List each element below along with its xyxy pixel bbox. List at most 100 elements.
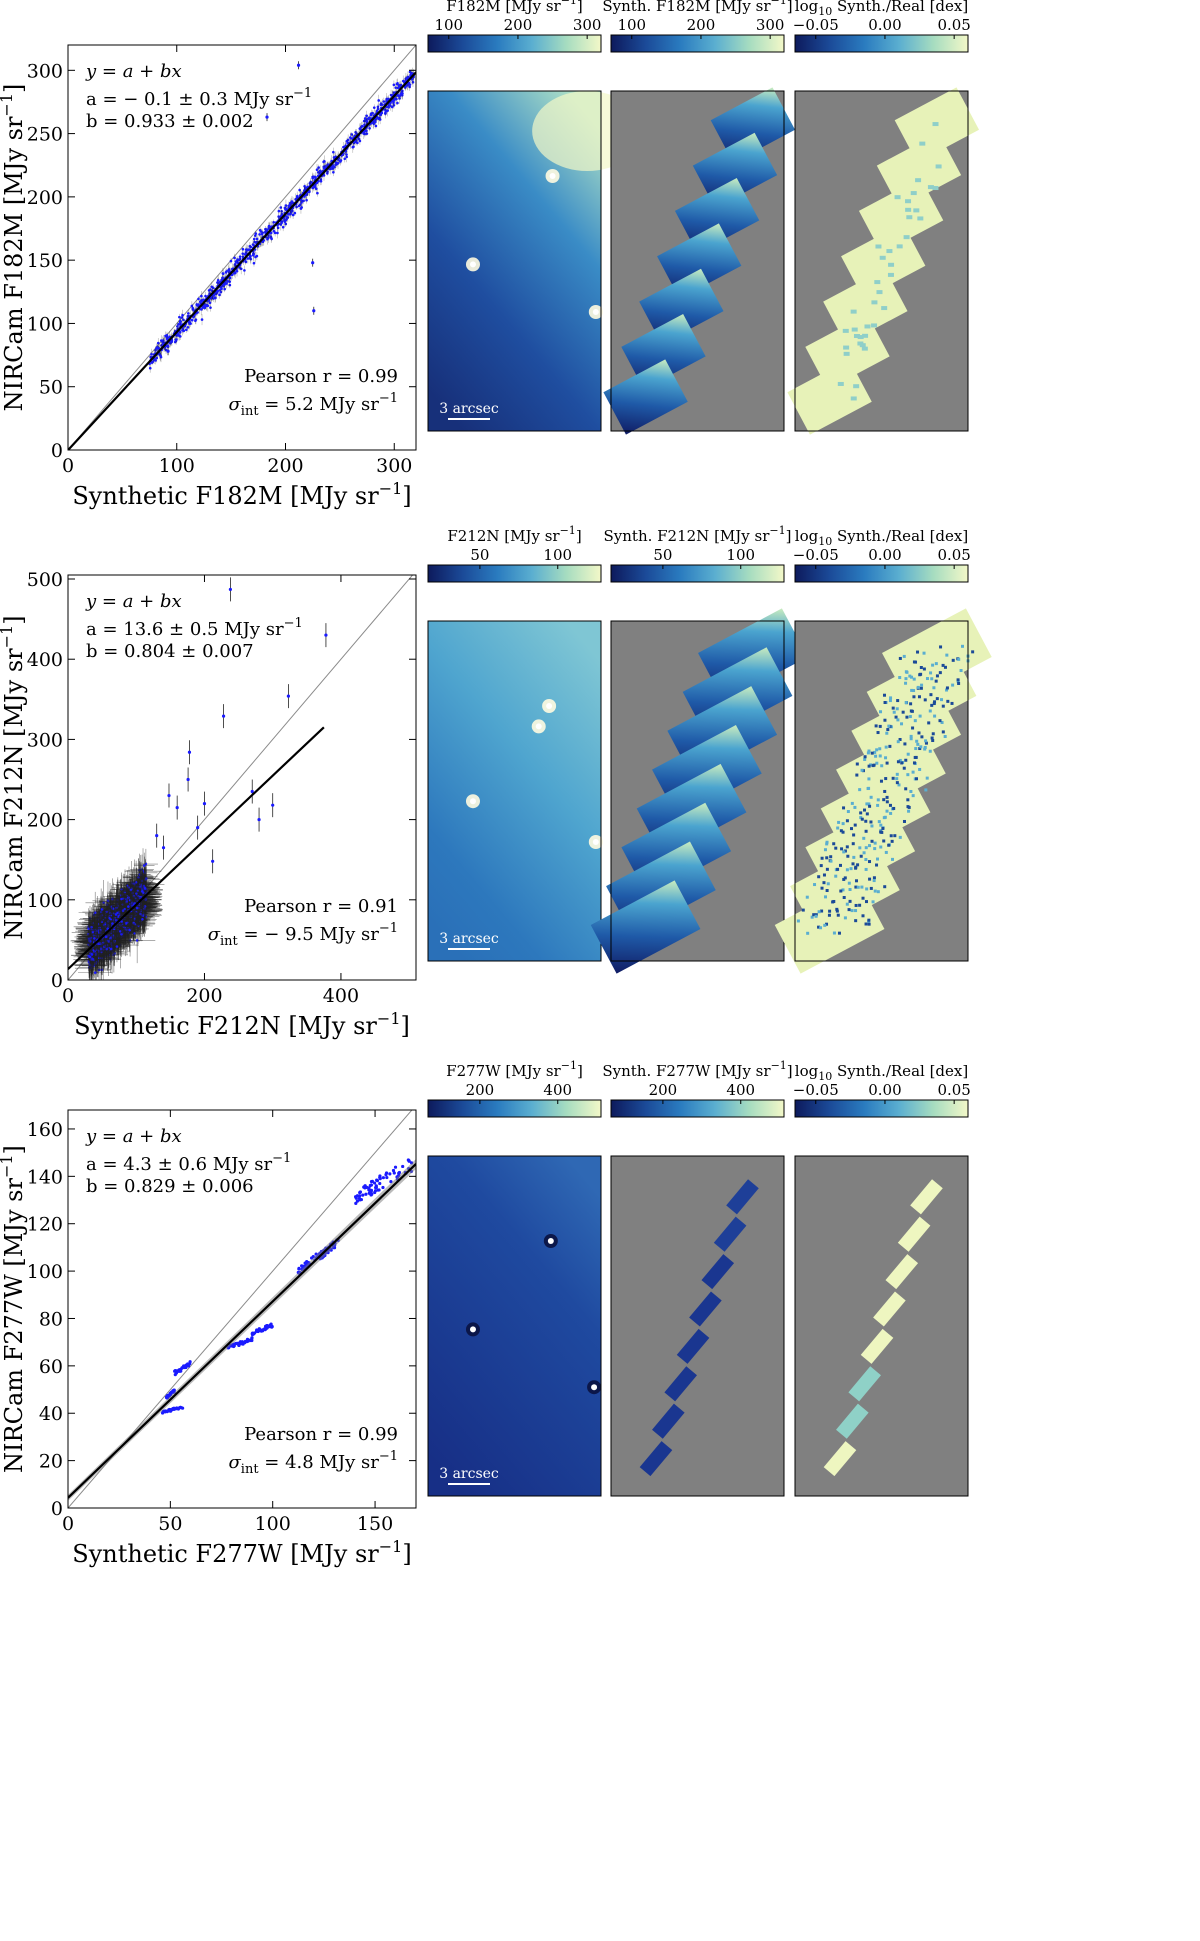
data-point — [380, 103, 384, 106]
data-point — [401, 79, 405, 83]
y-tick-label: 300 — [27, 60, 63, 82]
fit-line — [68, 71, 416, 450]
data-point — [226, 280, 229, 283]
data-point — [229, 259, 233, 263]
data-point — [201, 298, 205, 302]
ratio-patch — [862, 333, 869, 338]
data-point — [387, 104, 391, 107]
data-point — [220, 278, 223, 282]
data-point — [197, 297, 200, 301]
colorbar-title-end: ] — [787, 0, 793, 15]
y-axis-label: NIRCam F182M [MJy sr−1] — [0, 84, 28, 412]
data-point — [186, 326, 190, 329]
data-point — [228, 283, 232, 287]
data-point — [351, 145, 355, 149]
data-point — [374, 124, 378, 128]
mosaic-tile — [657, 223, 742, 299]
ratio-patch — [876, 290, 883, 295]
outlier-point — [265, 115, 269, 119]
data-point — [411, 80, 415, 84]
colorbar-tick-label: 0.00 — [868, 16, 901, 34]
data-point — [216, 279, 220, 282]
data-point — [322, 160, 325, 164]
data-point — [365, 119, 369, 123]
mosaic-tile — [805, 314, 890, 390]
map-panel-1-3: log10 Synth./Real [dex]−0.05 0.00 0.05 — [787, 0, 980, 435]
x-axis-label-end: ] — [402, 482, 411, 510]
ratio-patch — [919, 141, 926, 146]
annotation-sigma: σint = 5.2 MJy sr−1 — [229, 391, 399, 419]
data-point — [392, 91, 396, 94]
data-point — [372, 122, 376, 126]
data-point — [236, 258, 239, 261]
data-point — [350, 133, 354, 136]
data-point — [363, 123, 366, 126]
data-point — [155, 346, 159, 350]
data-point — [241, 255, 245, 259]
colorbar-tick-label: 300 — [573, 16, 602, 34]
data-point — [184, 328, 188, 332]
data-point — [190, 318, 194, 322]
data-point — [198, 300, 202, 304]
data-point — [362, 119, 366, 123]
data-point — [204, 304, 207, 308]
y-axis-label-sup: −1 — [0, 93, 16, 117]
data-point — [230, 273, 234, 277]
data-point — [279, 206, 283, 209]
data-point — [284, 222, 288, 226]
data-point — [323, 167, 326, 171]
data-point — [303, 195, 306, 198]
data-point — [239, 267, 243, 271]
outlier-point — [296, 63, 301, 67]
data-point — [213, 296, 217, 299]
data-point — [363, 117, 367, 120]
data-point — [387, 106, 390, 109]
data-point — [178, 335, 182, 338]
colorbar-title-text: Synth. F182M [MJy sr — [602, 0, 771, 15]
ratio-patch — [915, 178, 922, 183]
data-point — [365, 114, 368, 118]
data-point — [161, 339, 165, 342]
star-core — [549, 173, 556, 179]
mosaic-tile — [639, 268, 724, 344]
data-point — [316, 191, 319, 195]
ratio-patch — [864, 324, 871, 329]
annotation-sigma-symbol: σ — [229, 394, 242, 415]
data-point — [331, 165, 335, 168]
data-point — [179, 320, 182, 324]
data-point — [233, 256, 236, 260]
ratio-patch — [906, 215, 913, 220]
data-point — [295, 194, 299, 198]
x-axis-label-text: Synthetic F182M [MJy sr — [72, 482, 379, 510]
data-point — [276, 226, 280, 230]
data-point — [276, 231, 279, 235]
data-point — [376, 107, 380, 111]
data-point — [394, 86, 398, 89]
data-point — [265, 228, 269, 231]
data-point — [235, 269, 239, 273]
data-point — [186, 314, 190, 318]
mosaic-tile — [858, 178, 944, 254]
image-frame — [610, 90, 785, 432]
data-point — [252, 261, 256, 265]
ratio-patch — [871, 323, 878, 328]
data-point — [358, 127, 362, 130]
ratio-patch — [913, 208, 920, 213]
mosaic-tile — [692, 132, 778, 208]
data-point — [368, 127, 371, 130]
ratio-patch — [917, 216, 924, 221]
ratio-patch — [875, 244, 882, 249]
data-point — [408, 85, 411, 89]
scatter-plot-area — [68, 45, 416, 450]
data-point — [302, 199, 305, 203]
data-point — [241, 247, 245, 251]
data-point — [342, 145, 345, 149]
data-point — [346, 138, 350, 142]
ratio-patch — [857, 341, 864, 346]
data-point — [358, 139, 362, 143]
data-point — [159, 339, 163, 342]
data-point — [356, 141, 359, 145]
data-point — [182, 318, 185, 322]
data-point — [322, 174, 326, 177]
data-point — [410, 72, 413, 76]
